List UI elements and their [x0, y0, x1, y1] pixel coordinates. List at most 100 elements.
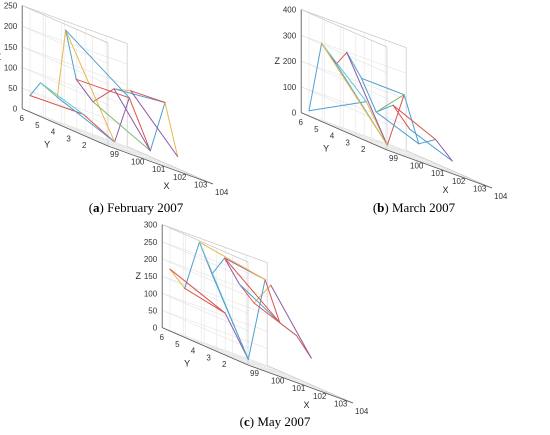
wire-edge	[65, 29, 77, 80]
caption-b-label: b	[377, 200, 384, 215]
x-tick-label: 100	[410, 162, 424, 171]
x-tick-label: 104	[355, 407, 369, 416]
panel-may-2007: 99 100 101 102 103 104 2 3 4 5 60 50 100 150 200 250 300…	[135, 221, 368, 416]
box-edge	[162, 224, 268, 263]
x-tick-label: 101	[292, 384, 306, 393]
x-tick-label: 103	[473, 184, 487, 193]
wire-edge	[65, 29, 116, 143]
wire-edge	[361, 77, 405, 96]
gridline-z-side	[22, 46, 109, 85]
gridline-y-floor	[76, 132, 182, 171]
y-axis	[301, 112, 388, 151]
z-tick-label: 150	[144, 272, 158, 281]
y-tick-label: 5	[35, 121, 40, 130]
wire-edge	[253, 302, 298, 337]
gridline-y-floor	[29, 111, 136, 151]
wire-edge	[92, 101, 151, 152]
wire-edge	[247, 279, 266, 360]
wire-edge	[238, 283, 255, 304]
wire-edge	[149, 102, 166, 152]
wire-edge	[386, 94, 405, 146]
gridline-y-floor	[169, 330, 276, 370]
box-edge	[301, 9, 388, 48]
x-tick-label: 101	[152, 165, 166, 174]
y-tick-label: 3	[66, 134, 71, 143]
wire-edge	[211, 257, 226, 275]
wire-edge	[224, 257, 281, 324]
wire-edge	[321, 42, 388, 146]
gridline-z-side	[162, 275, 249, 314]
wire-edge	[169, 268, 226, 314]
caption-c-label: c	[244, 414, 250, 429]
gridline-y-floor	[324, 122, 430, 162]
x-tick-label: 99	[110, 150, 119, 159]
wire-edge	[418, 139, 437, 145]
x-axis	[247, 364, 354, 404]
x-tick-label: 100	[131, 158, 145, 167]
wire-edge	[75, 78, 94, 103]
x-tick-label: 103	[334, 399, 348, 408]
x-axis-label: X	[163, 181, 169, 191]
wire-edge	[435, 139, 453, 162]
wire-edge	[375, 111, 420, 145]
wire-edge	[224, 257, 240, 285]
wire-edge	[75, 78, 130, 99]
z-tick-label: 400	[283, 6, 297, 15]
wire-edge	[65, 29, 130, 99]
wire-edge	[375, 104, 394, 113]
y-axis	[22, 108, 109, 147]
gridline-y-floor	[185, 337, 291, 377]
box-edge	[22, 5, 128, 44]
wire-edge	[56, 96, 116, 143]
x-axis-label: X	[303, 400, 309, 410]
y-tick-label: 2	[222, 360, 227, 369]
gridline-y-floor	[371, 142, 477, 182]
y-tick-label: 4	[191, 347, 196, 356]
wire-edge	[264, 279, 281, 324]
y-tick-label: 5	[175, 340, 180, 349]
z-tick-label: 0	[153, 324, 158, 333]
panel-february-2007: 99 100 101 102 103 104 2 3 4 5 60 50 100 150 200 250 X Y Z	[0, 2, 229, 197]
panel-march-2007: 99 100 101 102 103 104 2 3 4 5 60 100 200 300 400 X Y Z	[274, 6, 507, 201]
y-tick-label: 4	[51, 128, 56, 137]
gridline-z-back	[162, 293, 268, 332]
wire-edge	[346, 51, 388, 146]
wire-edge	[128, 97, 151, 152]
wire-edge	[211, 273, 249, 360]
z-tick-label: 100	[283, 83, 297, 92]
wire-edge	[270, 284, 312, 359]
wire-edge	[238, 283, 281, 324]
gridline-z-side	[162, 258, 249, 297]
wire-edge	[335, 51, 348, 65]
y-axis-label: Y	[184, 358, 190, 368]
gridline-z-side	[22, 87, 109, 126]
z-tick-label: 250	[4, 2, 18, 11]
x-tick-label: 100	[271, 377, 285, 386]
wire-edge	[224, 312, 249, 360]
z-tick-label: 200	[144, 255, 158, 264]
x-tick-label: 102	[313, 392, 327, 401]
y-tick-label: 5	[314, 125, 319, 134]
box-edge	[162, 224, 249, 263]
box-edge	[301, 9, 407, 48]
gridline-y-floor	[45, 118, 151, 158]
z-tick-label: 300	[283, 31, 297, 40]
gridline-z-side	[162, 310, 249, 349]
wire-edge	[130, 90, 179, 157]
x-axis	[386, 149, 493, 189]
gridline-y-floor	[61, 125, 167, 164]
z-tick-label: 250	[144, 238, 158, 247]
x-axis-label: X	[442, 185, 448, 195]
gridline-z-back	[22, 46, 128, 86]
y-tick-label: 6	[299, 118, 304, 127]
gridline-z-back	[22, 67, 128, 106]
x-tick-label: 104	[494, 192, 508, 201]
gridline-z-side	[301, 60, 388, 99]
gridline-z-side	[162, 293, 249, 331]
z-tick-label: 50	[148, 306, 157, 315]
wire-edge	[361, 77, 377, 113]
y-axis-label: Y	[323, 143, 329, 153]
box-edge	[22, 5, 109, 44]
y-tick-label: 6	[160, 333, 165, 342]
